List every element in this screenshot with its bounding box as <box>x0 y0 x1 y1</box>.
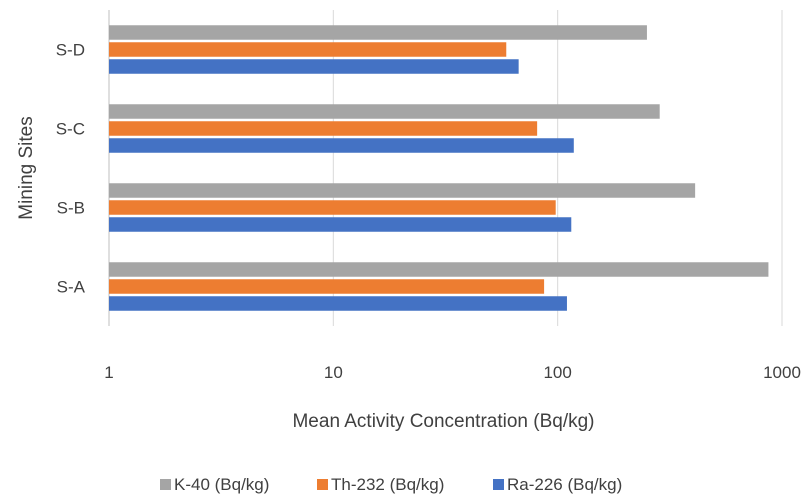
bar-s-a-ra-226 <box>109 296 567 311</box>
legend-swatch-ra-226 <box>493 479 504 490</box>
bar-s-d-k-40 <box>109 25 647 40</box>
legend-swatch-k-40 <box>160 479 171 490</box>
bar-s-a-k-40 <box>109 262 769 277</box>
bar-s-b-ra-226 <box>109 217 572 232</box>
bar-s-c-th-232 <box>109 121 538 136</box>
x-tick-label: 10 <box>324 363 343 382</box>
x-axis-title: Mean Activity Concentration (Bq/kg) <box>292 411 594 432</box>
y-axis-title: Mining Sites <box>16 116 37 220</box>
legend-label-ra-226: Ra-226 (Bq/kg) <box>507 475 622 494</box>
x-axis-ticks: 1 10 100 1000 <box>104 363 801 382</box>
bar-s-c-ra-226 <box>109 138 574 153</box>
gridlines <box>108 10 783 326</box>
bar-s-c-k-40 <box>109 104 660 119</box>
bars <box>109 25 769 311</box>
legend-label-k-40: K-40 (Bq/kg) <box>174 475 269 494</box>
y-tick-label: S-D <box>56 41 85 60</box>
y-axis-ticks: S-A S-B S-C S-D <box>56 41 86 297</box>
bar-s-b-k-40 <box>109 183 696 198</box>
y-tick-label: S-B <box>57 199 85 218</box>
x-tick-label: 1 <box>104 363 113 382</box>
bar-s-a-th-232 <box>109 279 545 294</box>
legend-label-th-232: Th-232 (Bq/kg) <box>331 475 444 494</box>
x-tick-label: 100 <box>543 363 571 382</box>
bar-s-d-th-232 <box>109 42 507 57</box>
y-tick-label: S-C <box>56 120 85 139</box>
legend-swatch-th-232 <box>317 479 328 490</box>
bar-s-d-ra-226 <box>109 59 519 74</box>
x-tick-label: 1000 <box>763 363 801 382</box>
bar-s-b-th-232 <box>109 200 556 215</box>
y-tick-label: S-A <box>57 278 86 297</box>
legend: K-40 (Bq/kg) Th-232 (Bq/kg) Ra-226 (Bq/kg) <box>160 475 622 494</box>
